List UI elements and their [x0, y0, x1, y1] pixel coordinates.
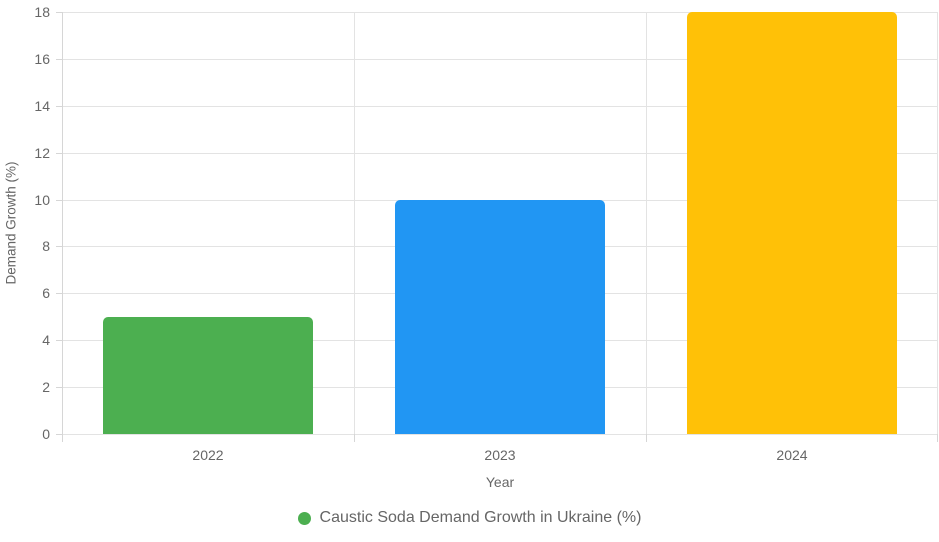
y-axis-title: Demand Growth (%): [3, 161, 19, 285]
y-tick-label: 12: [34, 145, 50, 161]
y-tick-label: 8: [42, 238, 50, 254]
gridline-vertical: [354, 12, 355, 434]
bar-2023[interactable]: [395, 200, 605, 434]
bar-2024[interactable]: [687, 12, 897, 434]
x-tick-label: 2024: [776, 447, 808, 463]
x-tick-label: 2022: [192, 447, 224, 463]
y-axis-tick: [56, 434, 62, 435]
gridline-vertical: [937, 12, 938, 434]
y-tick-label: 4: [42, 332, 50, 348]
y-axis-tick: [56, 12, 62, 13]
y-tick-label: 18: [34, 4, 50, 20]
gridline-horizontal: [62, 12, 938, 13]
y-axis-tick: [56, 59, 62, 60]
y-axis-tick: [56, 293, 62, 294]
y-axis-tick: [56, 106, 62, 107]
y-tick-label: 0: [42, 426, 50, 442]
x-axis-tick: [354, 434, 355, 442]
gridline-horizontal: [62, 434, 938, 435]
y-axis-tick: [56, 387, 62, 388]
y-tick-label: 10: [34, 192, 50, 208]
gridline-horizontal: [62, 59, 938, 60]
y-axis-line: [62, 12, 63, 434]
gridline-vertical: [646, 12, 647, 434]
y-tick-label: 6: [42, 285, 50, 301]
x-axis-tick: [62, 434, 63, 442]
legend-marker-icon: [297, 511, 311, 525]
x-axis-title: Year: [485, 474, 515, 490]
y-axis-tick: [56, 153, 62, 154]
x-axis-tick: [646, 434, 647, 442]
bar-2022[interactable]: [103, 317, 313, 434]
y-axis-tick: [56, 200, 62, 201]
legend-label: Caustic Soda Demand Growth in Ukraine (%…: [319, 509, 642, 526]
gridline-horizontal: [62, 153, 938, 154]
x-tick-label: 2023: [484, 447, 516, 463]
plot-area: 0 2 4 6 8 10 12 14 16 18: [34, 4, 938, 442]
y-axis-tick: [56, 340, 62, 341]
x-axis-tick: [937, 434, 938, 442]
y-tick-label: 14: [34, 98, 50, 114]
y-tick-label: 2: [42, 379, 50, 395]
legend-item[interactable]: Caustic Soda Demand Growth in Ukraine (%…: [0, 509, 939, 527]
y-axis-tick: [56, 246, 62, 247]
gridline-horizontal: [62, 106, 938, 107]
y-tick-label: 16: [34, 51, 50, 67]
